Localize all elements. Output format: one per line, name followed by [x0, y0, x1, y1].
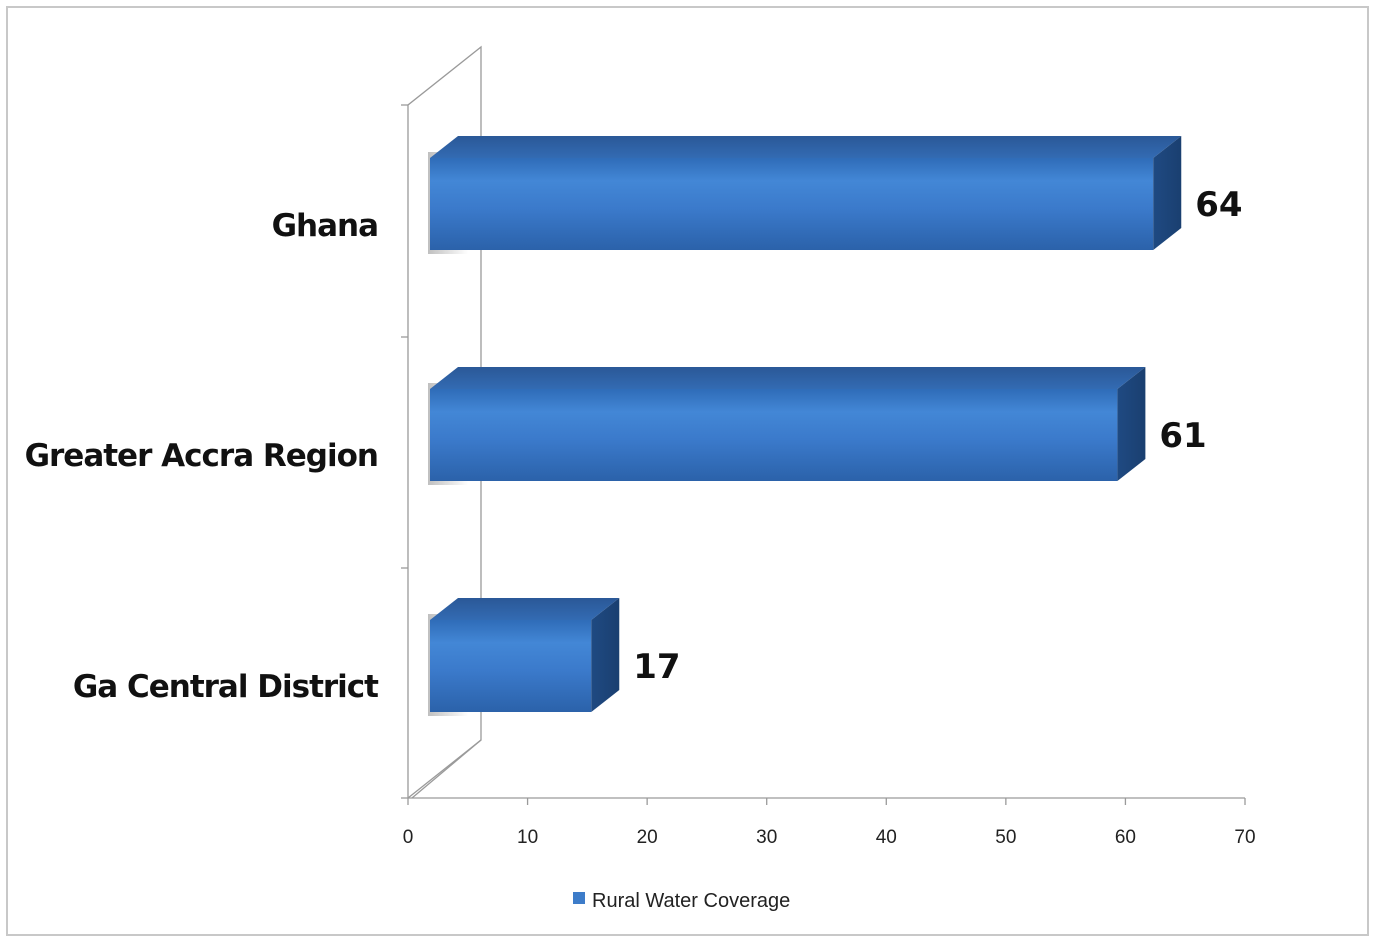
x-tick-label: 10 [517, 827, 538, 848]
bar-top [430, 367, 1146, 389]
data-label: 17 [633, 647, 680, 687]
bar [430, 620, 592, 712]
bar [430, 389, 1118, 481]
bar-top [430, 136, 1182, 158]
x-axis: 0 10 20 30 40 50 60 70 [403, 797, 1256, 848]
x-tick-label: 30 [756, 827, 777, 848]
chart-bars [428, 136, 1182, 716]
bar-top [430, 598, 620, 620]
legend-swatch [573, 892, 585, 904]
chart-walls [401, 45, 482, 799]
chart-labels: 64 Ghana 61 Greater Accra Region 17 Ga Centra… [25, 185, 1243, 705]
legend-label: Rural Water Coverage [592, 890, 790, 912]
x-tick-label: 40 [876, 827, 897, 848]
legend: Rural Water Coverage [573, 890, 790, 912]
data-label: 64 [1195, 185, 1242, 225]
category-label: Greater Accra Region [25, 438, 378, 474]
bar [430, 158, 1154, 250]
category-label: Ghana [272, 208, 378, 244]
x-tick-label: 60 [1115, 827, 1136, 848]
category-label: Ga Central District [73, 669, 379, 705]
x-tick-label: 50 [995, 827, 1016, 848]
x-tick-label: 70 [1234, 827, 1255, 848]
x-tick-label: 0 [403, 827, 414, 848]
bar-side [591, 598, 620, 712]
floor-edge [411, 739, 482, 799]
side-wall [407, 45, 482, 799]
bar-side [1153, 136, 1182, 250]
bar-side [1117, 367, 1146, 481]
data-label: 61 [1159, 416, 1206, 456]
x-tick-label: 20 [637, 827, 658, 848]
